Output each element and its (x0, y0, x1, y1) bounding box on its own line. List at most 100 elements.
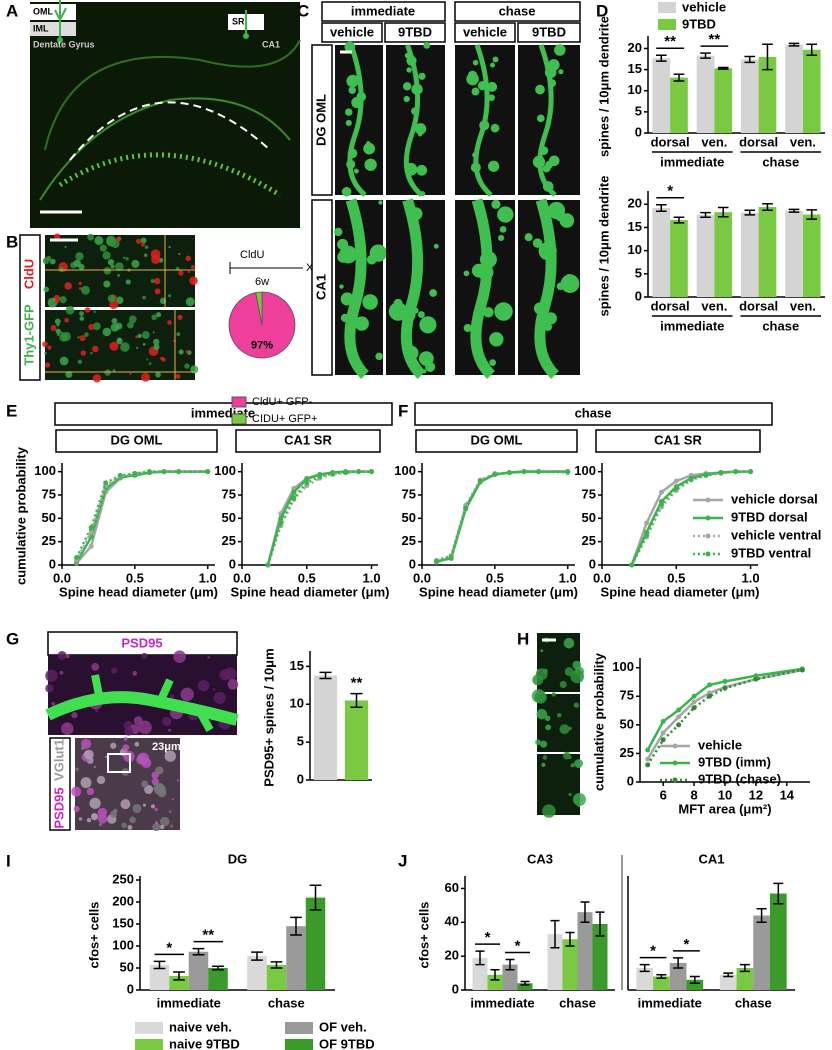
y-tick-label: 75 (402, 486, 416, 501)
cell (154, 807, 158, 812)
cell (57, 650, 67, 660)
line (266, 470, 372, 566)
marker (733, 469, 739, 475)
x-tick-label: ven. (701, 134, 727, 149)
cell (153, 782, 165, 794)
x-tick-label: 0.5 (667, 570, 685, 585)
cell (155, 312, 162, 318)
bar (305, 897, 326, 990)
error-bar (565, 931, 575, 947)
y-tick-label: 25 (402, 533, 416, 548)
stain-label: VGlut1 (51, 739, 66, 781)
error-bar (490, 968, 500, 981)
spine (348, 86, 356, 94)
cell (153, 277, 161, 285)
y-tick-label: 20 (628, 40, 642, 55)
cell (562, 751, 571, 760)
panel-letter: C (297, 1, 309, 20)
condition-header: chase (575, 405, 612, 420)
spine (362, 294, 378, 310)
cell (125, 257, 129, 261)
y-tick-label: 15 (628, 61, 642, 76)
marker (304, 480, 310, 486)
title-box (235, 429, 381, 453)
cell (151, 314, 158, 321)
cell (128, 315, 137, 324)
y-tick-label: 25 (582, 533, 596, 548)
x-tick-label: 0.0 (413, 570, 431, 585)
marker (369, 469, 375, 475)
cell (135, 346, 139, 350)
spine (345, 108, 353, 116)
spine (404, 162, 418, 176)
cell (169, 694, 175, 699)
x-tick-label: ven. (790, 298, 816, 313)
marker (691, 693, 697, 699)
cell (104, 755, 108, 758)
micrograph-a (30, 0, 301, 228)
line (266, 470, 372, 566)
spine (494, 302, 513, 321)
marker (673, 485, 679, 491)
error-bar (673, 216, 685, 224)
cell (185, 297, 195, 307)
spine (534, 161, 539, 166)
cell (213, 691, 226, 704)
region-label: DG OML (313, 94, 328, 146)
cell (190, 365, 199, 374)
y-axis-label: cumulative probability (13, 446, 28, 585)
line (436, 470, 568, 562)
bar (736, 968, 754, 990)
error-bar (270, 961, 283, 969)
marker (88, 525, 94, 531)
marker (673, 478, 679, 484)
spine (543, 322, 553, 331)
cell (93, 310, 96, 314)
cell (168, 245, 171, 249)
stain-label: Thy1-GFP (21, 304, 36, 366)
y-tick-label: 0 (127, 981, 134, 996)
spine (487, 81, 498, 92)
stain-label: PSD95 (51, 787, 66, 828)
cell (134, 741, 140, 747)
cell (132, 803, 142, 814)
spine (554, 44, 566, 56)
spine (524, 233, 533, 242)
spine (558, 69, 564, 75)
title-box (55, 429, 218, 453)
chart-title: CA1 (698, 851, 724, 866)
y-tick-label: 100 (112, 937, 134, 952)
cell (71, 712, 78, 719)
cell (187, 270, 191, 274)
error-bar (806, 43, 818, 56)
timeline-label: 6w (255, 276, 269, 288)
treatment-label: 9TBD (398, 24, 432, 39)
marker (707, 693, 713, 699)
spine (366, 141, 371, 146)
cell (539, 740, 548, 748)
cell (542, 804, 556, 818)
legend-marker (705, 497, 711, 503)
cell (160, 816, 170, 827)
cell (90, 351, 93, 355)
cell (120, 799, 131, 810)
marker (753, 676, 759, 682)
inset-label: OML (33, 6, 53, 16)
y-tick-label: 50 (120, 959, 134, 974)
y-tick-label: 25 (42, 533, 56, 548)
y-tick-label: 0 (452, 981, 459, 996)
marker (176, 469, 182, 475)
error-bar (673, 957, 684, 969)
cell (79, 316, 85, 321)
y-tick-label: 0 (297, 771, 304, 786)
cell (97, 807, 108, 818)
spine (499, 225, 507, 233)
cell (121, 822, 127, 828)
spine (423, 41, 431, 49)
y-axis-label: PSD95+ spines / 10μm (261, 648, 276, 786)
error-bar (700, 211, 711, 219)
condition-label: immediate (351, 3, 415, 18)
error-bar (655, 54, 667, 62)
cell (91, 663, 100, 671)
line (266, 470, 372, 566)
